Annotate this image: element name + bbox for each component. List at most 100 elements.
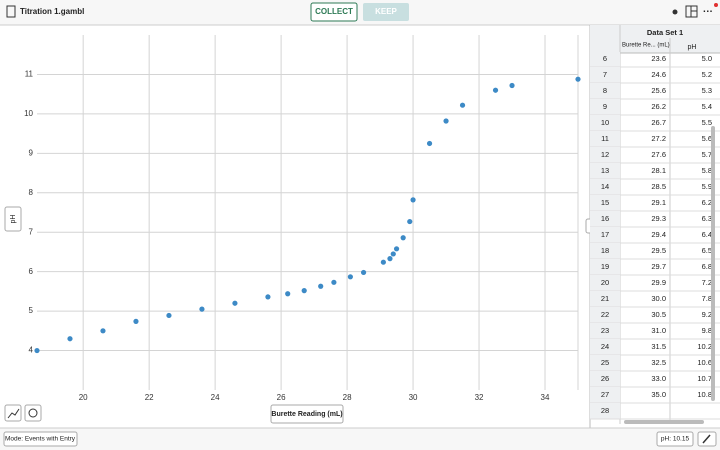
data-point xyxy=(232,300,238,306)
table-cell: 35.0 xyxy=(651,390,666,399)
y-axis-button[interactable] xyxy=(4,206,22,232)
x-tick-label: 32 xyxy=(475,393,484,402)
mode-label[interactable]: Mode: Events with Entry xyxy=(5,436,76,443)
x-axis-label[interactable]: Burette Reading (mL) xyxy=(271,411,342,418)
data-point xyxy=(492,87,499,93)
data-point xyxy=(67,336,73,342)
row-number: 9 xyxy=(603,102,607,111)
data-point xyxy=(265,294,271,300)
row-number-cell xyxy=(590,67,620,83)
column-header[interactable]: Burette Re... (mL) xyxy=(622,43,670,49)
row-number-cell xyxy=(590,307,620,323)
table-cell: 5.0 xyxy=(702,54,712,63)
file-title[interactable]: Titration 1.gambl xyxy=(20,7,84,16)
data-point xyxy=(331,279,337,285)
row-number: 14 xyxy=(601,182,609,191)
table-cell: 9.8 xyxy=(702,326,712,335)
row-number: 28 xyxy=(601,406,609,415)
table-cell: 5.5 xyxy=(702,118,712,127)
table-cell: 6.4 xyxy=(702,230,712,239)
data-point xyxy=(133,318,139,324)
row-number-cell xyxy=(590,403,620,419)
row-number: 27 xyxy=(601,390,609,399)
row-number-cell xyxy=(590,339,620,355)
meter[interactable] xyxy=(656,431,694,447)
table-cell: 28.5 xyxy=(651,182,666,191)
data-point xyxy=(393,246,400,252)
data-point xyxy=(199,306,205,312)
row-number: 18 xyxy=(601,246,609,255)
scrollbar[interactable] xyxy=(711,126,715,401)
zoom-tool[interactable] xyxy=(24,404,42,422)
table-cell: 10.7 xyxy=(697,374,712,383)
mode-button[interactable] xyxy=(3,431,78,447)
row-number: 16 xyxy=(601,214,609,223)
table-cell: 26.7 xyxy=(651,118,666,127)
x-axis-button[interactable] xyxy=(270,404,344,424)
menu-icon[interactable]: ··· xyxy=(703,7,713,18)
row-number: 21 xyxy=(601,294,609,303)
table-cell: 31.0 xyxy=(651,326,666,335)
table-cell: 5.8 xyxy=(702,166,712,175)
table-cell: 26.2 xyxy=(651,102,666,111)
table-cell: 10.6 xyxy=(697,358,712,367)
collect-label[interactable]: COLLECT xyxy=(315,7,353,16)
data-point xyxy=(390,251,396,257)
row-number: 19 xyxy=(601,262,609,271)
x-tick-label: 28 xyxy=(343,393,352,402)
row-number: 26 xyxy=(601,374,609,383)
data-point xyxy=(347,274,353,280)
table-cell: 24.6 xyxy=(651,70,666,79)
row-number: 12 xyxy=(601,150,609,159)
row-number-cell xyxy=(590,52,620,67)
y-tick-label: 5 xyxy=(29,306,34,315)
row-number: 25 xyxy=(601,358,609,367)
keep-button[interactable] xyxy=(363,3,409,21)
row-number: 20 xyxy=(601,278,609,287)
x-tick-label: 22 xyxy=(145,393,154,402)
table-cell: 10.8 xyxy=(697,390,712,399)
graph-tool[interactable] xyxy=(4,404,22,422)
y-tick-label: 8 xyxy=(29,188,34,197)
y-tick-label: 9 xyxy=(29,148,34,157)
table-cell: 5.2 xyxy=(702,70,712,79)
table-cell: 5.9 xyxy=(702,182,712,191)
data-point xyxy=(575,76,581,82)
data-point xyxy=(34,347,40,354)
row-number-cell xyxy=(590,387,620,403)
table-cell: 23.6 xyxy=(651,54,666,63)
table-cell: 33.0 xyxy=(651,374,666,383)
table-cell: 30.0 xyxy=(651,294,666,303)
table-cell: 9.2 xyxy=(702,310,712,319)
row-number-cell xyxy=(590,115,620,131)
data-point xyxy=(166,312,172,319)
row-number-cell xyxy=(590,243,620,259)
column-header[interactable]: pH xyxy=(688,44,697,51)
table-cell: 10.2 xyxy=(697,342,712,351)
row-number: 7 xyxy=(603,70,607,79)
keep-label[interactable]: KEEP xyxy=(375,7,397,16)
collect-button[interactable] xyxy=(310,2,358,22)
y-axis-label[interactable]: pH xyxy=(10,215,17,224)
table-cell: 7.2 xyxy=(702,278,712,287)
data-point xyxy=(426,140,433,147)
x-tick-label: 34 xyxy=(541,393,550,402)
y-tick-label: 4 xyxy=(29,346,34,355)
table-cell: 6.2 xyxy=(702,198,712,207)
table-cell: 32.5 xyxy=(651,358,666,367)
table-cell: 29.1 xyxy=(651,198,666,207)
table-cell: 5.4 xyxy=(702,102,712,111)
x-tick-label: 30 xyxy=(409,393,418,402)
data-point xyxy=(387,256,393,262)
table-cell: 7.8 xyxy=(702,294,712,303)
table-cell: 29.3 xyxy=(651,214,666,223)
table-cell: 30.5 xyxy=(651,310,666,319)
meter-reading[interactable]: pH: 10.15 xyxy=(661,436,690,443)
row-number-cell xyxy=(590,147,620,163)
x-tick-label: 24 xyxy=(211,393,220,402)
row-number-cell xyxy=(590,211,620,227)
row-number: 6 xyxy=(603,54,607,63)
sensor-icon[interactable] xyxy=(672,9,678,15)
row-number-cell xyxy=(590,163,620,179)
table-cell: 27.6 xyxy=(651,150,666,159)
